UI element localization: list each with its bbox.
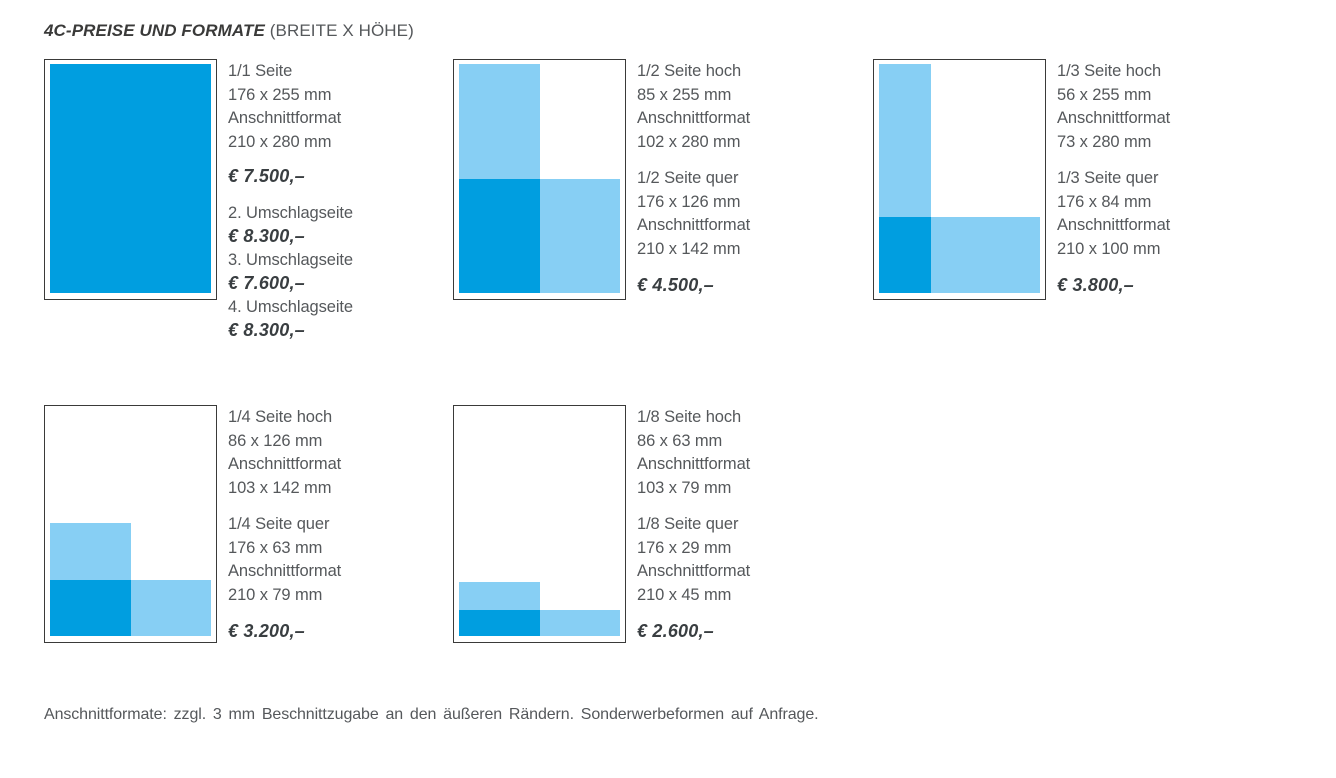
format-size: 176 x 84 mm — [1057, 192, 1152, 211]
bleed-label: Anschnittformat — [637, 455, 751, 473]
format-size: 176 x 63 mm — [228, 538, 323, 557]
bleed-label: Anschnittformat — [228, 109, 342, 127]
format-name: 1/1 Seite — [228, 62, 293, 80]
bleed-label: Anschnittformat — [228, 562, 342, 580]
format-name: 1/8 Seite hoch — [637, 408, 742, 426]
page-diagram-1-2 — [453, 59, 626, 300]
format-name: 1/4 Seite hoch — [228, 408, 333, 426]
bleed-size: 103 x 79 mm — [637, 478, 732, 497]
bleed-label: Anschnittformat — [1057, 109, 1171, 127]
bleed-label: Anschnittformat — [637, 216, 751, 234]
cover-page-label: 2. Umschlagseite — [228, 203, 353, 222]
bleed-size: 103 x 142 mm — [228, 478, 332, 497]
cover-page-price: € 8.300,– — [228, 226, 305, 246]
price-1-1: € 7.500,– — [228, 166, 305, 186]
page-diagram-1-4 — [44, 405, 217, 643]
bleed-label: Anschnittformat — [637, 562, 751, 580]
page-diagram-1-8 — [453, 405, 626, 643]
format-size: 56 x 255 mm — [1057, 85, 1152, 104]
bleed-label: Anschnittformat — [1057, 216, 1171, 234]
format-size: 86 x 126 mm — [228, 431, 323, 450]
bleed-label: Anschnittformat — [637, 109, 751, 127]
cover-page-label: 3. Umschlagseite — [228, 250, 353, 269]
format-block-1-3: 1/3 Seite hoch 56 x 255 mm Anschnittform… — [873, 59, 1170, 300]
format-info-1-8: 1/8 Seite hoch 86 x 63 mm Anschnittforma… — [637, 405, 750, 644]
format-name: 1/3 Seite quer — [1057, 169, 1159, 187]
format-name: 1/8 Seite quer — [637, 515, 739, 533]
page-diagram-1-3 — [873, 59, 1046, 300]
price-1-8: € 2.600,– — [637, 621, 714, 641]
format-name: 1/4 Seite quer — [228, 515, 330, 533]
cover-page-label: 4. Umschlagseite — [228, 297, 353, 316]
bleed-size: 73 x 280 mm — [1057, 132, 1152, 151]
format-name: 1/2 Seite quer — [637, 169, 739, 187]
page-area — [50, 410, 211, 636]
bleed-size: 210 x 79 mm — [228, 585, 323, 604]
page-title-suffix: (BREITE X HÖHE) — [269, 21, 414, 40]
format-size: 176 x 255 mm — [228, 85, 332, 104]
bleed-size: 210 x 100 mm — [1057, 239, 1161, 258]
format-overlap-rect — [459, 610, 540, 636]
page-area — [459, 410, 620, 636]
format-size: 85 x 255 mm — [637, 85, 732, 104]
format-block-1-2: 1/2 Seite hoch 85 x 255 mm Anschnittform… — [453, 59, 750, 300]
page-area — [879, 64, 1040, 293]
format-overlap-rect — [459, 178, 540, 293]
cover-page-price: € 7.600,– — [228, 273, 305, 293]
page-title: 4C-PREISE UND FORMATE (BREITE X HÖHE) — [44, 21, 414, 41]
format-info-1-4: 1/4 Seite hoch 86 x 126 mm Anschnittform… — [228, 405, 341, 644]
format-block-1-1: 1/1 Seite 176 x 255 mm Anschnittformat 2… — [44, 59, 353, 343]
price-1-4: € 3.200,– — [228, 621, 305, 641]
bleed-size: 210 x 142 mm — [637, 239, 741, 258]
bleed-size: 210 x 45 mm — [637, 585, 732, 604]
bleed-size: 102 x 280 mm — [637, 132, 741, 151]
page-area — [50, 64, 211, 293]
format-name: 1/2 Seite hoch — [637, 62, 742, 80]
page-area — [459, 64, 620, 293]
format-overlap-rect — [879, 217, 931, 293]
format-size: 176 x 126 mm — [637, 192, 741, 211]
cover-page-price: € 8.300,– — [228, 320, 305, 340]
full-page-rect — [50, 64, 211, 293]
format-info-1-2: 1/2 Seite hoch 85 x 255 mm Anschnittform… — [637, 59, 750, 298]
format-info-1-1: 1/1 Seite 176 x 255 mm Anschnittformat 2… — [228, 59, 353, 343]
format-overlap-rect — [50, 579, 131, 636]
price-1-3: € 3.800,– — [1057, 275, 1134, 295]
format-block-1-8: 1/8 Seite hoch 86 x 63 mm Anschnittforma… — [453, 405, 750, 644]
format-name: 1/3 Seite hoch — [1057, 62, 1162, 80]
price-1-2: € 4.500,– — [637, 275, 714, 295]
bleed-note: Anschnittformate: zzgl. 3 mm Beschnittzu… — [44, 706, 819, 723]
format-info-1-3: 1/3 Seite hoch 56 x 255 mm Anschnittform… — [1057, 59, 1170, 298]
format-size: 86 x 63 mm — [637, 431, 723, 450]
format-size: 176 x 29 mm — [637, 538, 732, 557]
page-diagram-1-1 — [44, 59, 217, 300]
bleed-label: Anschnittformat — [228, 455, 342, 473]
bleed-size: 210 x 280 mm — [228, 132, 332, 151]
format-block-1-4: 1/4 Seite hoch 86 x 126 mm Anschnittform… — [44, 405, 341, 644]
page-title-main: 4C-PREISE UND FORMATE — [44, 21, 265, 40]
